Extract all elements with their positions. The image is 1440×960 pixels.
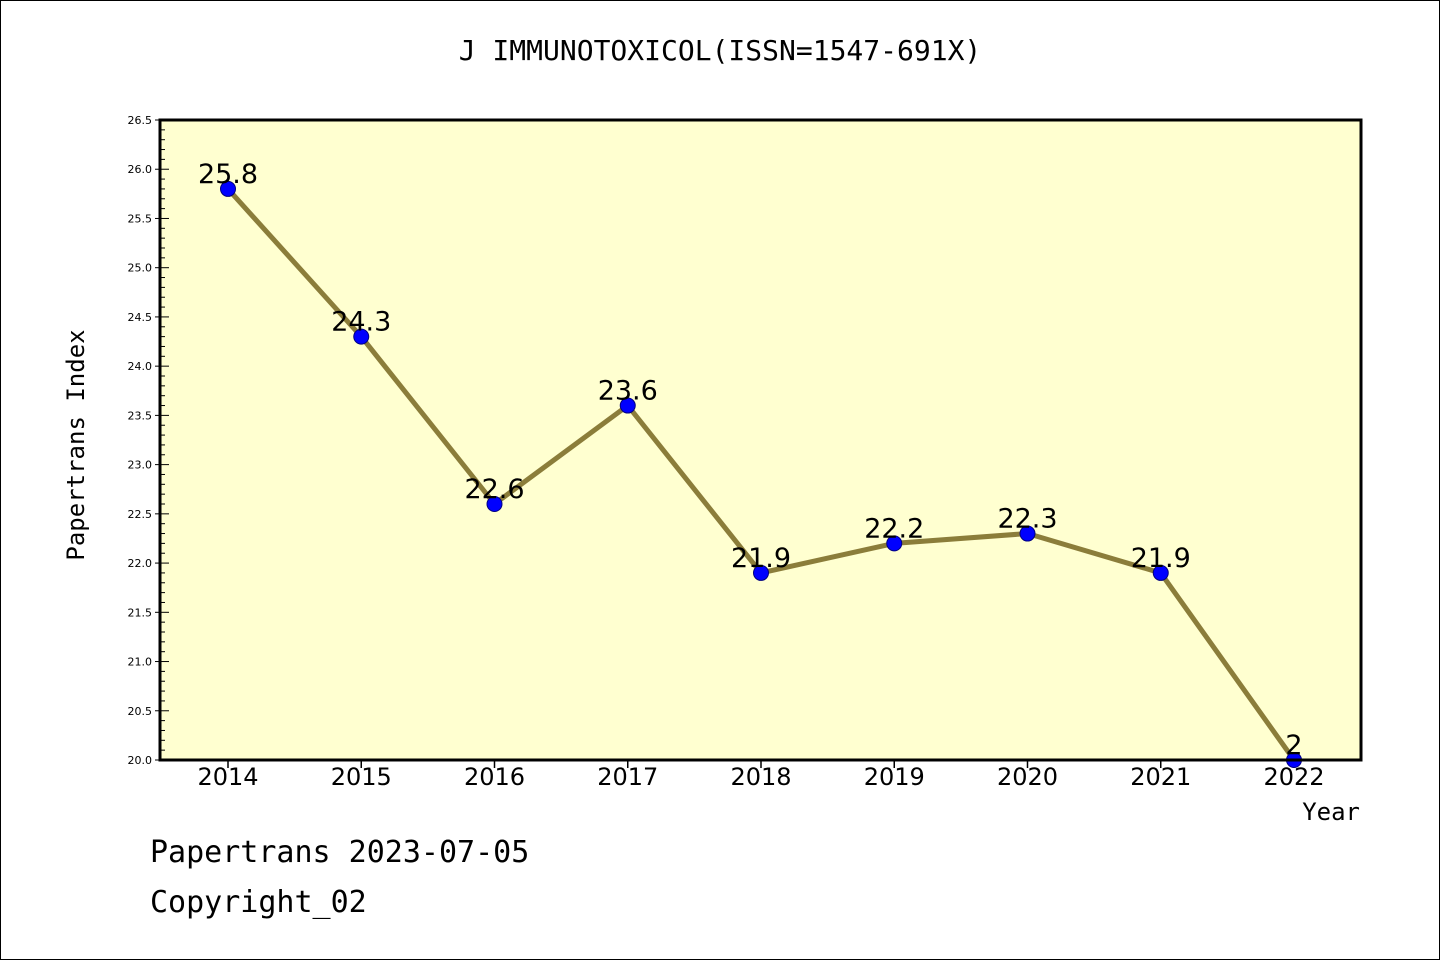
y-tick-label: 26.5 (128, 114, 153, 127)
data-point (1152, 564, 1169, 581)
data-point (220, 180, 236, 197)
y-tick-label: 24.0 (128, 360, 153, 373)
data-label: 22.3 (997, 504, 1057, 535)
x-tick-label: 2021 (1130, 763, 1191, 791)
data-point (1019, 525, 1036, 542)
data-point (886, 535, 903, 552)
x-tick-label: 2020 (997, 763, 1058, 791)
y-tick-label: 22.5 (128, 508, 153, 521)
data-point (619, 397, 636, 414)
data-label: 21.9 (731, 543, 791, 574)
y-tick-label: 26.0 (128, 163, 153, 176)
y-tick-label: 25.5 (128, 212, 153, 225)
data-label: 22.2 (864, 513, 924, 544)
data-label: 25.8 (198, 159, 258, 190)
data-label: 22.6 (464, 474, 524, 505)
data-point (353, 328, 370, 345)
x-axis-ticks: 2014 2015 2016 2017 2018 2019 2020 2021 2022 (197, 760, 1325, 791)
y-tick-label: 20.0 (128, 754, 153, 767)
x-tick-label: 2019 (864, 763, 925, 791)
data-label: 21.9 (1131, 543, 1191, 574)
y-tick-label: 23.0 (128, 459, 153, 472)
x-tick-label: 2016 (464, 763, 525, 791)
chart-title: J IMMUNOTOXICOL(ISSN=1547-691X) (458, 34, 982, 67)
x-axis-title: Year (1302, 798, 1360, 826)
y-axis-ticks: 20.0 20.5 21.0 21.5 22.0 22.5 23.0 23.5 24.0 24.5… (128, 114, 160, 767)
y-tick-label: 21.5 (128, 606, 153, 619)
y-tick-label: 23.5 (128, 409, 153, 422)
footer-date: Papertrans 2023-07-05 (150, 835, 530, 870)
data-label: 24.3 (331, 307, 391, 338)
y-tick-label: 24.5 (128, 311, 153, 324)
footer-copyright: Copyright_02 (150, 885, 367, 920)
x-tick-label: 2017 (597, 763, 658, 791)
y-tick-label: 22.0 (128, 557, 153, 570)
x-tick-label: 2015 (331, 763, 392, 791)
plot-border (158, 118, 1363, 762)
data-label: 2 (1285, 730, 1302, 761)
series-markers (220, 180, 1302, 768)
data-point (753, 564, 769, 581)
data-point (486, 496, 503, 512)
y-tick-label: 20.5 (128, 705, 153, 718)
y-tick-label: 25.0 (128, 262, 153, 275)
data-label: 23.6 (598, 376, 658, 407)
y-tick-label: 21.0 (128, 656, 153, 669)
y-axis-title: Papertrans Index (62, 329, 90, 560)
x-tick-label: 2018 (730, 763, 791, 791)
data-labels: 25.8 24.3 22.6 23.6 21.9 22.2 22.3 21.9 2 (198, 159, 1303, 761)
plot-area (160, 120, 1361, 760)
x-tick-label: 2014 (197, 763, 258, 791)
